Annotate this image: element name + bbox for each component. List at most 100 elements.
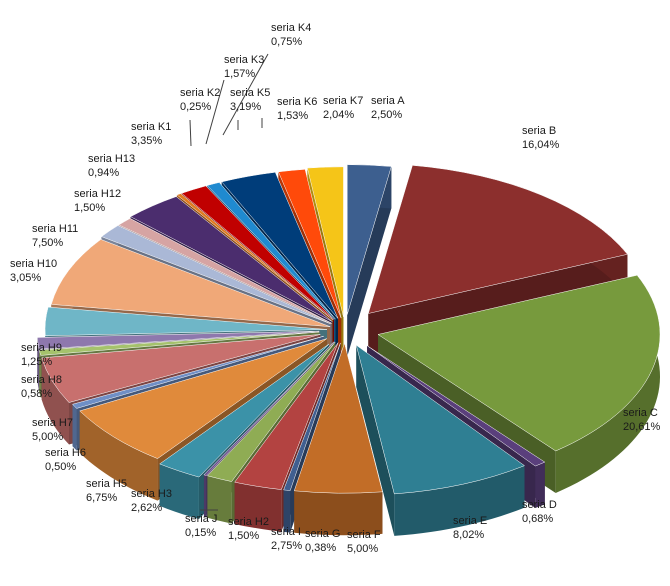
- slice-seria-h8: [38, 331, 320, 356]
- data-label-name-seria-h2: seria H2: [228, 516, 269, 528]
- data-label-value-seria-k6: 1,53%: [277, 110, 308, 122]
- slice-side-seria-e: [394, 465, 525, 536]
- data-label-seria-k2: seria K2 0,25%: [180, 87, 220, 113]
- data-label-value-seria-h8: 0,58%: [21, 388, 52, 400]
- data-label-value-seria-i: 2,75%: [271, 540, 302, 552]
- slice-wall-seria-e-1: [356, 345, 395, 536]
- slice-seria-h5: [79, 338, 328, 459]
- slice-side-seria-h8: [39, 350, 41, 398]
- data-label-seria-h12: seria H12 1,50%: [74, 188, 121, 214]
- slice-seria-h3: [159, 343, 330, 478]
- data-label-seria-h3: seria H3 2,62%: [131, 488, 172, 514]
- data-label-value-seria-k5: 3,19%: [230, 101, 261, 113]
- data-label-name-seria-h6: seria H6: [45, 447, 86, 459]
- slice-seria-k2: [176, 193, 334, 321]
- slice-seria-k3: [181, 185, 335, 320]
- slice-seria-k7: [307, 166, 344, 317]
- leader-line-seria-k3: [205, 79, 225, 145]
- slice-seria-f: [293, 342, 383, 494]
- slice-seria-h10: [44, 306, 328, 337]
- data-label-name-seria-j: seria J: [185, 513, 217, 525]
- data-label-name-seria-h7: seria H7: [32, 417, 73, 429]
- leader-lines: [189, 53, 269, 511]
- slice-side-seria-h7: [41, 357, 70, 445]
- data-label-seria-h11: seria H11 7,50%: [32, 223, 78, 249]
- slice-seria-j: [203, 341, 335, 476]
- data-label-value-seria-f: 5,00%: [347, 543, 378, 555]
- data-label-value-seria-j: 0,15%: [185, 527, 216, 539]
- data-label-seria-k7: seria K7 2,04%: [323, 95, 363, 121]
- data-label-value-seria-h9: 1,25%: [21, 356, 52, 368]
- data-label-name-seria-k2: seria K2: [180, 87, 220, 99]
- data-label-seria-i: seria I 2,75%: [271, 526, 302, 552]
- data-label-seria-h6: seria H6 0,50%: [45, 447, 86, 473]
- data-label-name-seria-d: seria D: [522, 499, 557, 511]
- slice-seria-d: [366, 345, 546, 467]
- slice-side-seria-j: [203, 474, 207, 518]
- data-label-name-seria-k4: seria K4: [271, 22, 311, 34]
- data-label-value-seria-b: 16,04%: [522, 139, 560, 151]
- data-label-value-seria-g: 0,38%: [305, 542, 336, 554]
- slice-seria-a: [346, 164, 392, 315]
- data-label-seria-a: seria A 2,50%: [371, 95, 405, 121]
- slice-side-seria-c: [555, 275, 661, 493]
- slice-seria-h11: [50, 239, 331, 327]
- slice-side-seria-h5: [79, 410, 158, 501]
- slice-side-seria-h2: [207, 475, 232, 524]
- data-label-seria-h8: seria H8 0,58%: [21, 374, 62, 400]
- data-label-value-seria-c: 20,61%: [623, 421, 661, 433]
- data-label-value-seria-k2: 0,25%: [180, 101, 211, 113]
- data-label-name-seria-h9: seria H9: [21, 342, 62, 354]
- slice-seria-h13: [118, 218, 332, 324]
- data-label-name-seria-k7: seria K7: [323, 95, 363, 107]
- data-label-value-seria-k1: 3,35%: [131, 135, 162, 147]
- slice-seria-b: [367, 165, 628, 314]
- data-label-seria-c: seria C 20,61%: [623, 407, 661, 433]
- data-label-name-seria-g: seria G: [305, 528, 340, 540]
- data-label-name-seria-h12: seria H12: [74, 188, 121, 200]
- slice-seria-k1: [130, 196, 333, 322]
- slice-seria-h7: [41, 334, 321, 403]
- data-label-seria-h13: seria H13 0,94%: [88, 153, 135, 179]
- slice-side-seria-i: [234, 482, 282, 532]
- data-label-value-seria-h5: 6,75%: [86, 492, 117, 504]
- data-label-value-seria-h12: 1,50%: [74, 202, 105, 214]
- data-label-value-seria-e: 8,02%: [453, 529, 484, 541]
- slice-side-seria-h3: [159, 463, 199, 520]
- slice-side-seria-d: [535, 462, 545, 509]
- data-label-seria-j: seria J 0,15%: [185, 513, 217, 539]
- data-label-seria-b: seria B 16,04%: [522, 125, 560, 151]
- data-label-name-seria-k5: seria K5: [230, 87, 270, 99]
- data-label-seria-h2: seria H2 1,50%: [228, 516, 269, 542]
- data-label-seria-h5: seria H5 6,75%: [86, 478, 127, 504]
- data-label-value-seria-h3: 2,62%: [131, 502, 162, 514]
- data-label-value-seria-a: 2,50%: [371, 109, 402, 121]
- data-label-seria-k1: seria K1 3,35%: [131, 121, 171, 147]
- slice-seria-k5: [221, 172, 339, 319]
- slice-seria-e: [355, 344, 526, 495]
- slice-seria-i: [234, 342, 339, 490]
- slice-seria-h2: [206, 341, 336, 482]
- data-label-seria-k6: seria K6 1,53%: [277, 96, 317, 122]
- data-label-value-seria-k7: 2,04%: [323, 109, 354, 121]
- data-label-name-seria-h13: seria H13: [88, 153, 135, 165]
- slice-seria-h6: [72, 335, 324, 409]
- slice-seria-c: [377, 274, 661, 452]
- data-label-name-seria-h8: seria H8: [21, 374, 62, 386]
- slice-side-seria-h9: [37, 337, 40, 392]
- data-label-name-seria-k1: seria K1: [131, 121, 171, 133]
- slice-side-seria-g: [283, 489, 291, 533]
- data-label-seria-h7: seria H7 5,00%: [32, 417, 73, 443]
- data-label-seria-e: seria E 8,02%: [453, 515, 487, 541]
- data-label-value-seria-k4: 0,75%: [271, 36, 302, 48]
- data-label-value-seria-d: 0,68%: [522, 513, 553, 525]
- slice-seria-g: [283, 342, 341, 491]
- data-label-value-seria-h6: 0,50%: [45, 461, 76, 473]
- slice-seria-h12: [100, 225, 331, 325]
- leader-line-seria-k4: [222, 53, 269, 136]
- leader-line-seria-k2: [189, 119, 192, 147]
- data-label-value-seria-h13: 0,94%: [88, 167, 119, 179]
- data-label-seria-f: seria F 5,00%: [347, 529, 381, 555]
- data-label-seria-h10: seria H10 3,05%: [10, 258, 57, 284]
- data-label-seria-d: seria D 0,68%: [522, 499, 557, 525]
